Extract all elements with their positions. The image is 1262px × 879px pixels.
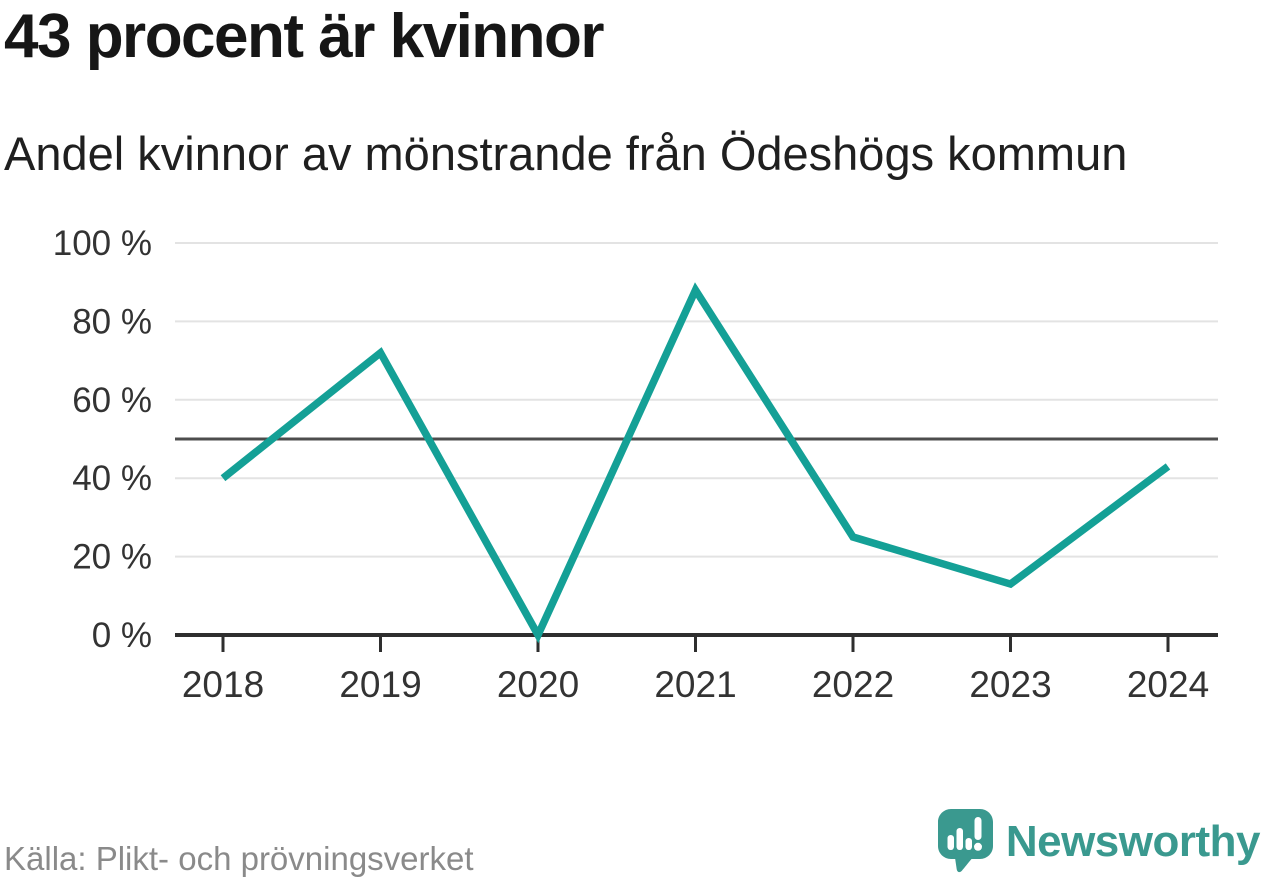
y-tick-label: 80 %: [72, 302, 152, 341]
source-credit: Källa: Plikt- och prövningsverket: [4, 840, 474, 877]
y-axis-labels: 0 % 20 % 40 % 60 % 80 % 100 %: [53, 224, 152, 655]
x-tick-label: 2023: [969, 664, 1051, 705]
newsworthy-speech-bubble-bar-chart-icon: [937, 809, 993, 873]
x-axis-labels: 2018 2019 2020 2021 2022 2023 2024: [182, 664, 1209, 705]
x-tick-label: 2022: [812, 664, 894, 705]
data-line-series: [220, 282, 1171, 644]
brand-logo: Newsworthy: [937, 808, 1261, 875]
chart-subtitle: Andel kvinnor av mönstrande från Ödeshög…: [4, 127, 1128, 180]
y-tick-label: 100 %: [53, 224, 152, 263]
line-chart: 0 % 20 % 40 % 60 % 80 % 100 % 2018 2019 2020 202…: [53, 224, 1218, 705]
x-tick-label: 2018: [182, 664, 264, 705]
x-tick-label: 2019: [339, 664, 421, 705]
y-tick-label: 20 %: [72, 538, 152, 577]
brand-wordmark: Newsworthy: [1005, 816, 1261, 866]
x-tick-label: 2021: [654, 664, 736, 705]
y-tick-label: 0 %: [92, 616, 152, 655]
y-tick-label: 60 %: [72, 381, 152, 420]
y-gridlines: [175, 242, 1218, 558]
x-tick-label: 2024: [1127, 664, 1209, 705]
chart-title: 43 procent är kvinnor: [4, 2, 605, 71]
x-axis-ticks: [221, 637, 1170, 652]
logo-bars-and-exclamation: [947, 817, 982, 851]
y-tick-label: 40 %: [72, 459, 152, 498]
x-tick-label: 2020: [497, 664, 579, 705]
